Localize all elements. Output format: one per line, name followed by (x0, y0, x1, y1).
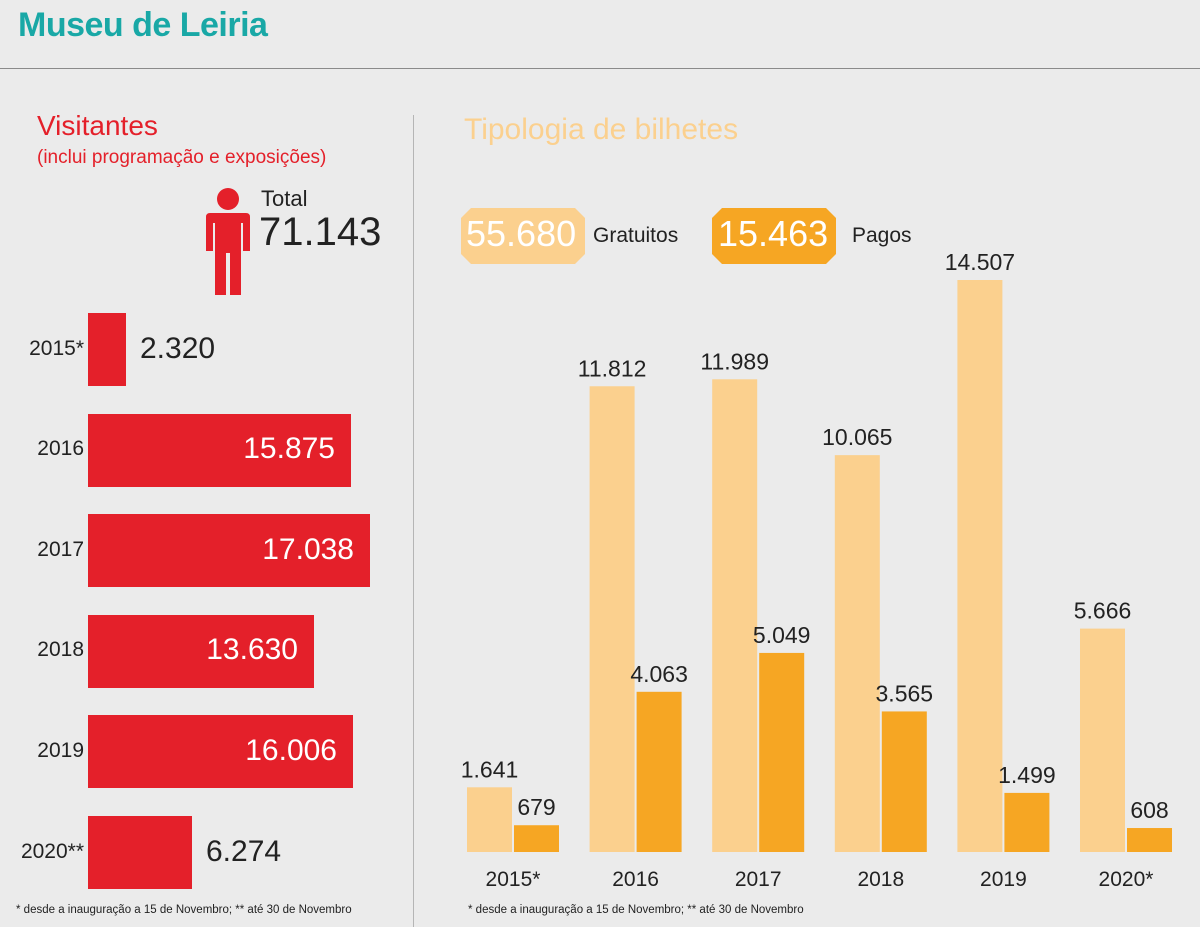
visitors-title: Visitantes (37, 110, 158, 141)
x-tick-label: 2017 (735, 868, 782, 891)
free-tickets-bar (712, 379, 758, 852)
x-tick-label: 2019 (980, 868, 1027, 891)
free-tickets-value-label: 1.641 (461, 756, 519, 782)
paid-tickets-value-label: 608 (1130, 797, 1168, 823)
visitors-subtitle: (inclui programação e exposições) (37, 147, 327, 168)
paid-tickets-value: 15.463 (718, 213, 829, 254)
free-tickets-bar (1080, 628, 1125, 852)
visitors-bar (88, 816, 192, 889)
free-tickets-label: Gratuitos (593, 224, 679, 247)
free-tickets-value-label: 14.507 (945, 249, 1015, 275)
x-tick-label: 2015* (486, 868, 541, 891)
visitors-bar (88, 614, 314, 688)
tickets-title: Tipologia de bilhetes (464, 113, 739, 146)
paid-tickets-value-label: 1.499 (998, 762, 1056, 788)
visitors-year-label: 2015* (29, 336, 84, 360)
paid-tickets-value-label: 4.063 (630, 661, 688, 687)
visitors-bar (88, 514, 370, 588)
free-tickets-bar (467, 787, 512, 852)
x-tick-label: 2016 (612, 868, 659, 891)
visitors-year-label: 2017 (37, 537, 84, 561)
paid-tickets-bar (636, 691, 682, 852)
paid-tickets-bar (881, 711, 927, 852)
free-tickets-value-label: 5.666 (1074, 598, 1132, 624)
free-tickets-value: 55.680 (466, 213, 577, 254)
paid-tickets-value-label: 5.049 (753, 622, 811, 648)
visitors-value-label: 13.630 (206, 633, 298, 667)
tickets-bar-chart: 1.641 679 2015* 11.812 4.063 2016 11.989 5.049 2… (461, 249, 1172, 891)
total-value: 71.143 (259, 210, 382, 254)
visitors-year-label: 2020** (20, 839, 84, 863)
free-tickets-value-label: 11.812 (578, 355, 647, 381)
person-icon (206, 188, 250, 295)
visitors-bar-chart: 2015* 2.320 2016 15.875 2017 17.038 2018 13.630… (0, 0, 413, 927)
paid-tickets-bar (1004, 792, 1050, 852)
free-tickets-bar (834, 455, 880, 852)
page-title: Museu de Leiria (18, 6, 268, 44)
paid-tickets-value-label: 679 (517, 794, 555, 820)
visitors-year-label: 2019 (37, 738, 84, 762)
paid-tickets-value-label: 3.565 (876, 680, 934, 706)
paid-tickets-bar (759, 652, 805, 852)
visitors-value-label: 2.320 (140, 331, 216, 365)
paid-tickets-badge (712, 208, 836, 264)
x-tick-label: 2018 (857, 868, 904, 891)
total-label: Total (261, 186, 308, 211)
free-tickets-bar (957, 280, 1003, 852)
x-tick-label: 2020* (1099, 868, 1154, 891)
visitors-year-label: 2018 (37, 638, 84, 662)
visitors-value-label: 16.006 (245, 733, 337, 767)
paid-tickets-label: Pagos (852, 224, 912, 247)
visitors-value-label: 17.038 (262, 532, 354, 566)
tickets-footnote: * desde a inauguração a 15 de Novembro; … (468, 904, 804, 916)
column-divider (413, 115, 414, 927)
visitors-bar (88, 413, 351, 487)
visitors-year-label: 2016 (37, 437, 84, 461)
paid-tickets-bar (514, 825, 559, 852)
free-tickets-value-label: 11.989 (700, 348, 769, 374)
header-divider (0, 68, 1200, 69)
visitors-footnote: * desde a inauguração a 15 de Novembro; … (16, 904, 352, 916)
free-tickets-bar (589, 386, 635, 852)
visitors-bar (88, 715, 353, 789)
visitors-bar (88, 313, 126, 386)
visitors-value-label: 15.875 (243, 432, 335, 466)
free-tickets-value-label: 10.065 (822, 424, 892, 450)
visitors-value-label: 6.274 (206, 834, 282, 868)
paid-tickets-bar (1127, 828, 1172, 852)
free-tickets-badge (461, 208, 585, 264)
